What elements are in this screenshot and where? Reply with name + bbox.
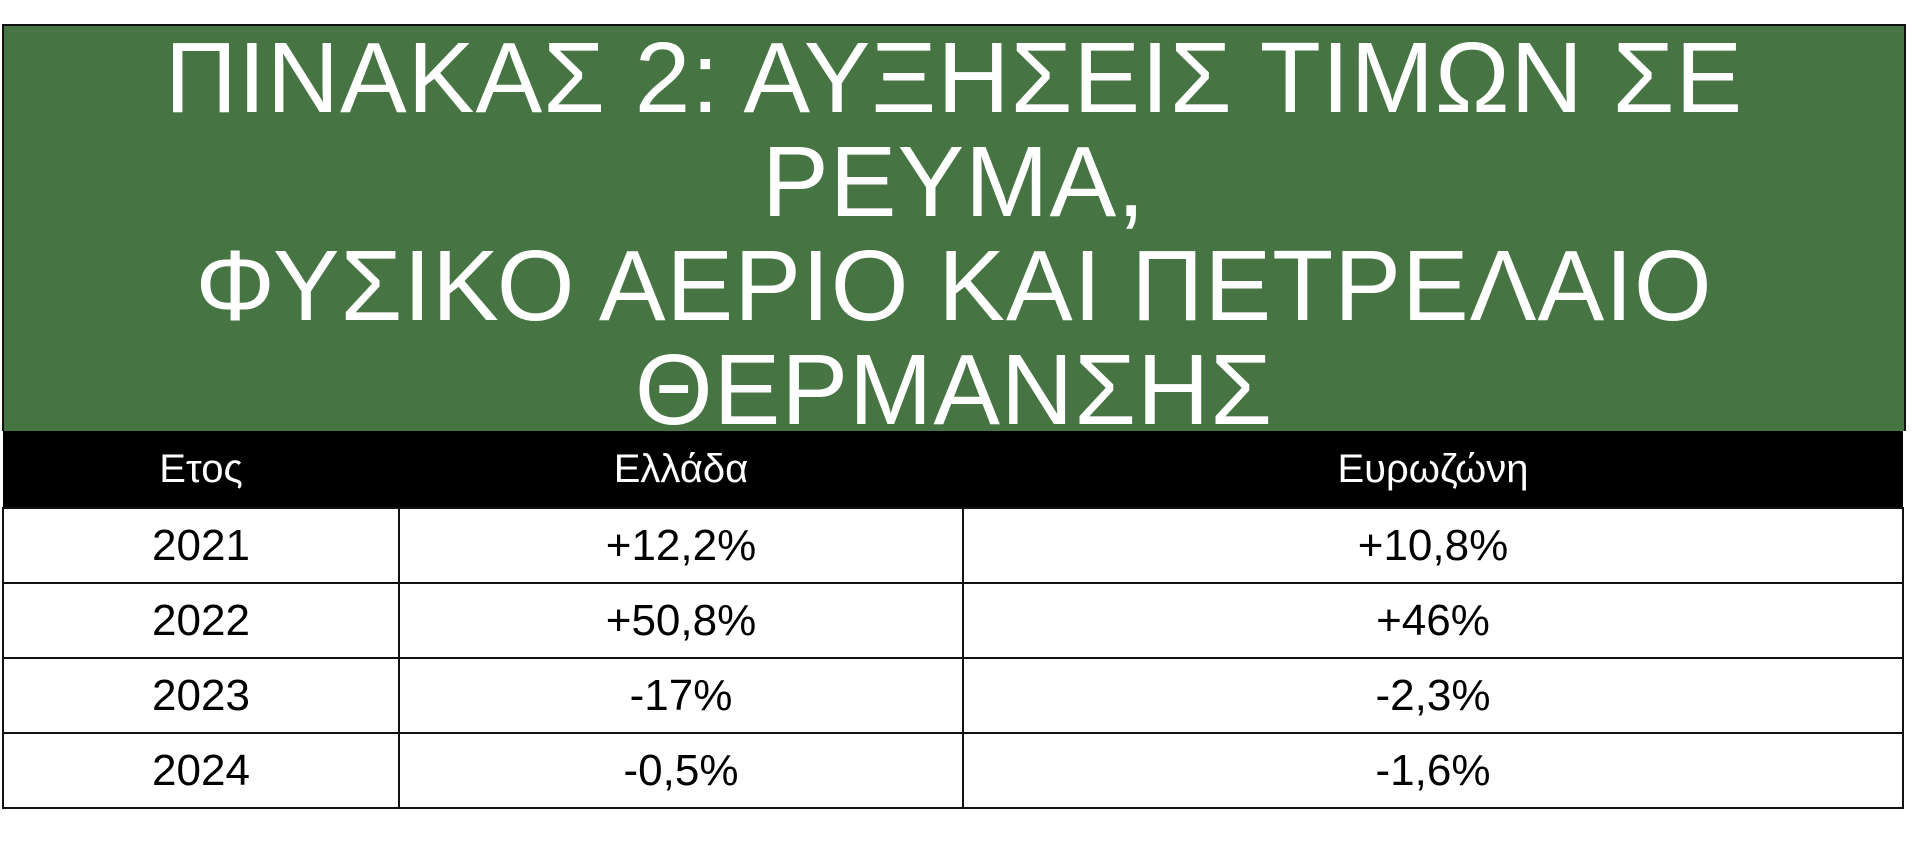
greece-cell: -17% (398, 657, 964, 734)
column-header-greece: Ελλάδα (399, 431, 963, 508)
title-line: ΘΕΡΜΑΝΣΗΣ (634, 334, 1274, 431)
table-row: 2024 -0,5% -1,6% (2, 732, 1904, 809)
table-row: 2021 +12,2% +10,8% (2, 507, 1904, 584)
year-cell: 2021 (2, 507, 400, 584)
eurozone-cell: -1,6% (962, 732, 1904, 809)
column-header-year: Ετος (3, 431, 399, 508)
eurozone-cell: -2,3% (962, 657, 1904, 734)
eurozone-cell: +10,8% (962, 507, 1904, 584)
year-cell: 2023 (2, 657, 400, 734)
table-row: 2023 -17% -2,3% (2, 657, 1904, 734)
table-row: 2022 +50,8% +46% (2, 582, 1904, 659)
title-line: ΡΕΥΜΑ, (762, 126, 1146, 238)
header-row: Ετος Ελλάδα Ευρωζώνη (3, 431, 1903, 508)
year-cell: 2024 (2, 732, 400, 809)
title-line: ΠΙΝΑΚΑΣ 2: ΑΥΞΗΣΕΙΣ ΤΙΜΩΝ ΣΕ (164, 24, 1744, 134)
greece-cell: +50,8% (398, 582, 964, 659)
greece-cell: -0,5% (398, 732, 964, 809)
title-line: ΦΥΣΙΚΟ ΑΕΡΙΟ ΚΑΙ ΠΕΤΡΕΛΑΙΟ (195, 230, 1713, 342)
title-banner: ΠΙΝΑΚΑΣ 2: ΑΥΞΗΣΕΙΣ ΤΙΜΩΝ ΣΕ ΡΕΥΜΑ, ΦΥΣΙ… (2, 24, 1906, 431)
column-header-eurozone: Ευρωζώνη (963, 431, 1903, 508)
greece-cell: +12,2% (398, 507, 964, 584)
eurozone-cell: +46% (962, 582, 1904, 659)
table-title: ΠΙΝΑΚΑΣ 2: ΑΥΞΗΣΕΙΣ ΤΙΜΩΝ ΣΕ ΡΕΥΜΑ, ΦΥΣΙ… (4, 26, 1904, 431)
year-cell: 2022 (2, 582, 400, 659)
price-increase-table: Ετος Ελλάδα Ευρωζώνη 2021 +12,2% +10,8% … (2, 431, 1904, 809)
